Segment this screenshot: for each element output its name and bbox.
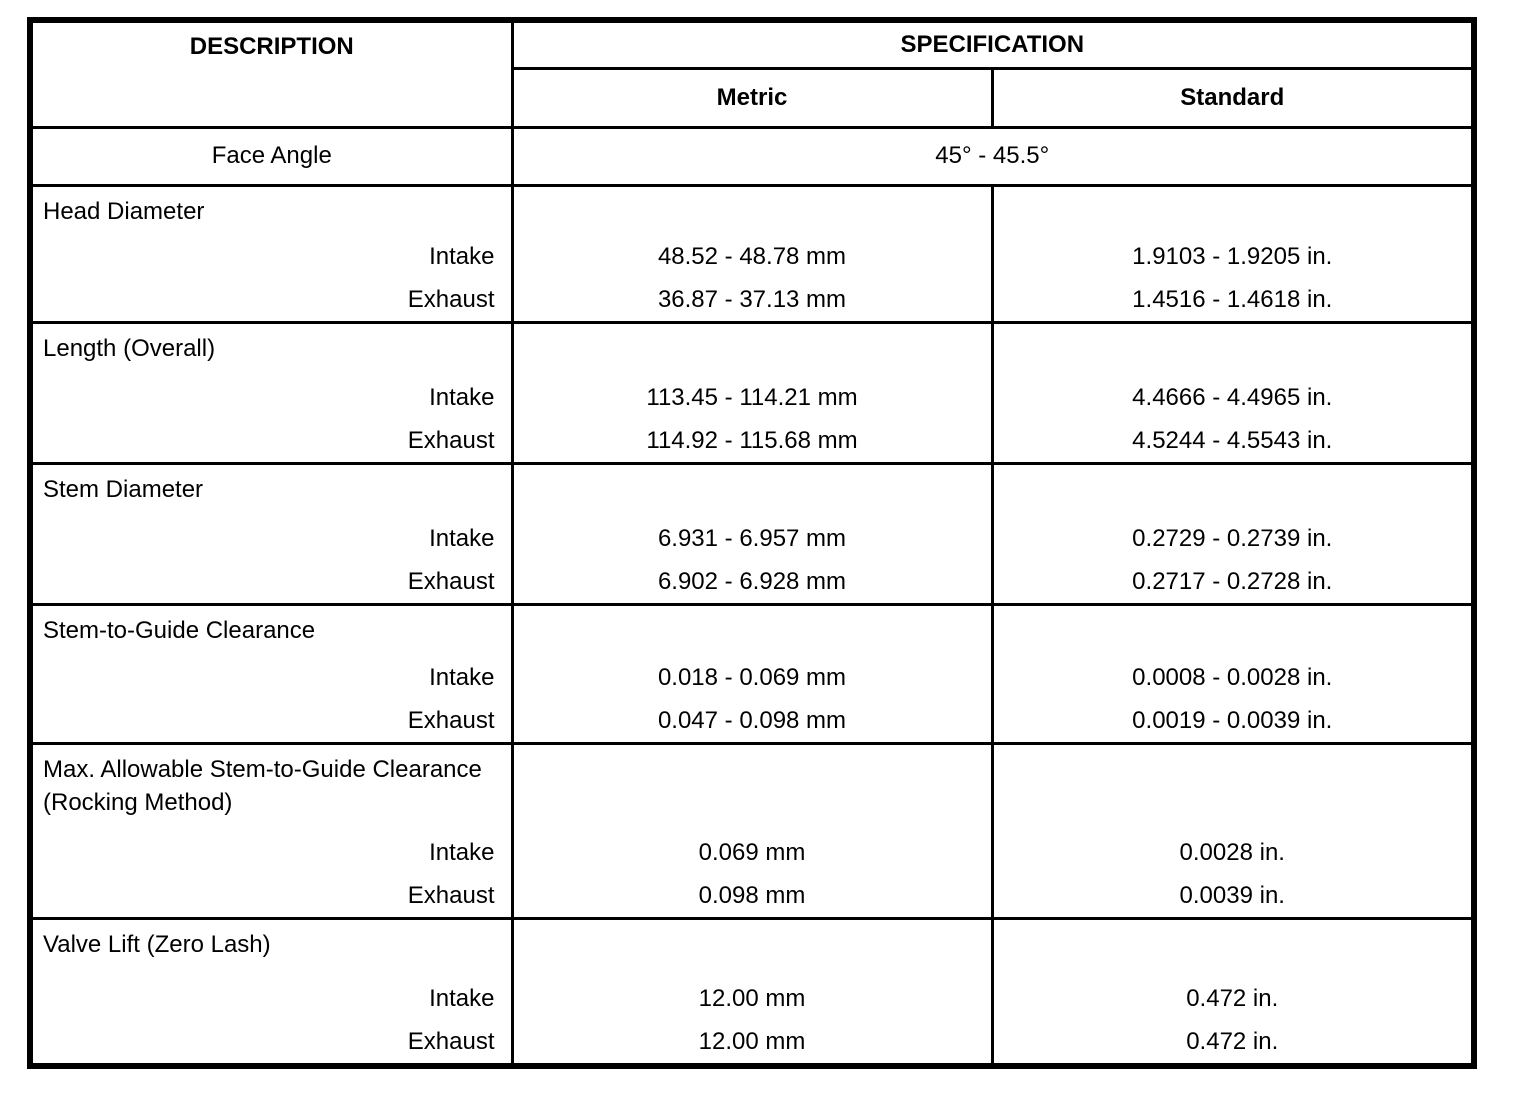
metric-value-exhaust: 36.87 - 37.13 mm: [657, 285, 847, 313]
metric-value-intake: 12.00 mm: [698, 984, 806, 1012]
spacer: [515, 921, 989, 977]
spacer: [515, 607, 989, 656]
units-header-row: Metric Standard: [30, 66, 1476, 129]
row-label-intake: Intake: [429, 383, 495, 411]
metric-value-intake: 0.018 - 0.069 mm: [657, 663, 847, 691]
metric-value-intake: 0.069 mm: [698, 838, 806, 866]
spacer: [515, 325, 989, 376]
section-label: Valve Lift (Zero Lash): [43, 930, 271, 958]
standard-value-exhaust: 0.0019 - 0.0039 in.: [1132, 706, 1333, 734]
spacer: [515, 466, 989, 517]
standard-value-exhaust: 1.4516 - 1.4618 in.: [1132, 285, 1333, 313]
standard-column-header: Standard: [990, 66, 1476, 129]
section-label: Stem Diameter: [43, 475, 204, 503]
spacer: [995, 607, 1471, 656]
metric-value-exhaust: 0.047 - 0.098 mm: [657, 706, 847, 734]
row-label-exhaust: Exhaust: [407, 706, 495, 734]
valve-specification-table: DESCRIPTION SPECIFICATION Metric Standar…: [27, 17, 1477, 1069]
table-row: Face Angle 45° - 45.5°: [28, 125, 1476, 187]
table-row: Head Diameter Intake Exhaust 48.52 - 48.…: [28, 183, 1476, 324]
table-row: Valve Lift (Zero Lash) Intake Exhaust 12…: [28, 916, 1476, 1067]
row-label-exhaust: Exhaust: [407, 1027, 495, 1055]
spacer: [515, 746, 989, 831]
row-label-exhaust: Exhaust: [407, 881, 495, 909]
section-label: Length (Overall): [43, 334, 216, 362]
metric-value-exhaust: 6.902 - 6.928 mm: [657, 567, 847, 595]
standard-value-intake: 0.0028 in.: [1179, 838, 1285, 866]
metric-column-header: Metric: [510, 66, 994, 129]
spacer: [995, 325, 1471, 376]
specification-column-header: SPECIFICATION: [510, 18, 1476, 70]
standard-value-exhaust: 4.5244 - 4.5543 in.: [1132, 426, 1333, 454]
description-column-header: DESCRIPTION: [28, 18, 514, 129]
metric-value-exhaust: 114.92 - 115.68 mm: [646, 426, 858, 454]
description-header-label: DESCRIPTION: [189, 33, 354, 60]
spacer: [995, 188, 1471, 235]
row-label-intake: Intake: [429, 242, 495, 270]
standard-value-exhaust: 0.0039 in.: [1179, 881, 1285, 909]
standard-value-exhaust: 0.2717 - 0.2728 in.: [1132, 567, 1333, 595]
table-header-row: DESCRIPTION SPECIFICATION: [28, 18, 1476, 129]
face-angle-value: 45° - 45.5°: [510, 125, 1476, 187]
standard-value-intake: 0.2729 - 0.2739 in.: [1132, 524, 1333, 552]
standard-value-intake: 1.9103 - 1.9205 in.: [1132, 242, 1333, 270]
table-row: Stem-to-Guide Clearance Intake Exhaust 0…: [28, 602, 1476, 745]
section-label: Max. Allowable Stem-to-Guide Clearance (…: [43, 755, 482, 816]
section-label: Head Diameter: [43, 197, 205, 225]
row-label-intake: Intake: [429, 838, 495, 866]
row-label-intake: Intake: [429, 984, 495, 1012]
metric-value-intake: 48.52 - 48.78 mm: [657, 242, 847, 270]
face-angle-label: Face Angle: [28, 125, 514, 187]
table-row: Length (Overall) Intake Exhaust 113.45 -…: [28, 320, 1476, 465]
standard-value-intake: 4.4666 - 4.4965 in.: [1132, 383, 1333, 411]
spacer: [995, 746, 1471, 831]
metric-value-exhaust: 12.00 mm: [698, 1027, 806, 1055]
table-row: Stem Diameter Intake Exhaust 6.931 - 6.9…: [28, 461, 1476, 606]
standard-value-intake: 0.0008 - 0.0028 in.: [1132, 663, 1333, 691]
row-label-exhaust: Exhaust: [407, 567, 495, 595]
spacer: [995, 466, 1471, 517]
standard-value-exhaust: 0.472 in.: [1186, 1027, 1279, 1055]
section-label: Stem-to-Guide Clearance: [43, 616, 316, 644]
table-row: Max. Allowable Stem-to-Guide Clearance (…: [28, 741, 1476, 920]
metric-value-intake: 113.45 - 114.21 mm: [646, 383, 858, 411]
row-label-exhaust: Exhaust: [407, 285, 495, 313]
row-label-intake: Intake: [429, 524, 495, 552]
row-label-exhaust: Exhaust: [407, 426, 495, 454]
metric-value-intake: 6.931 - 6.957 mm: [657, 524, 847, 552]
row-label-intake: Intake: [429, 663, 495, 691]
spacer: [995, 921, 1471, 977]
spacer: [515, 188, 989, 235]
standard-value-intake: 0.472 in.: [1186, 984, 1279, 1012]
metric-value-exhaust: 0.098 mm: [698, 881, 806, 909]
